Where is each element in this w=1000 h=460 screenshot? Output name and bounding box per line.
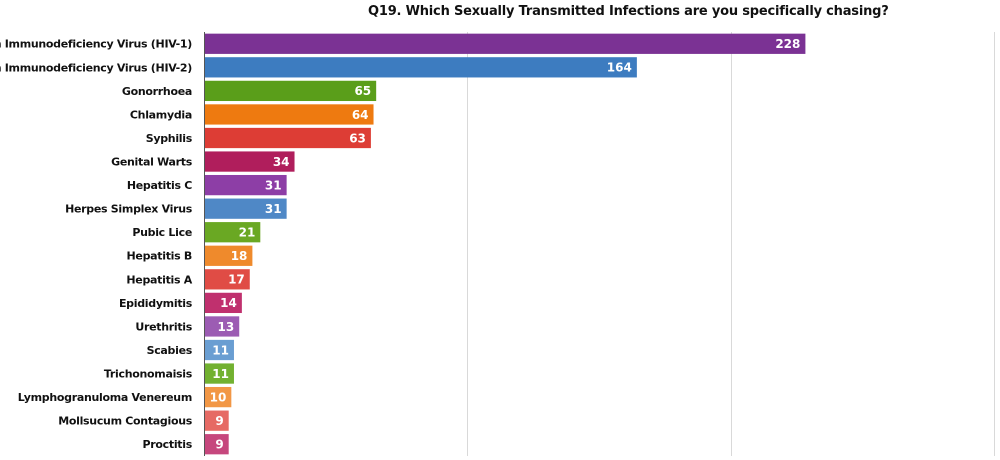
data-label: 63	[349, 131, 366, 145]
category-label: Genital Warts	[111, 156, 193, 169]
bar	[205, 434, 229, 455]
category-label: Trichonomaisis	[104, 368, 193, 381]
category-label: Hepatitis B	[127, 250, 192, 263]
category-label: Epididymitis	[119, 297, 193, 310]
data-label: 9	[215, 414, 223, 428]
data-label: 31	[265, 202, 282, 216]
category-label: Hepatitis C	[127, 179, 192, 192]
data-label: 11	[212, 343, 229, 357]
category-label: Urethritis	[135, 320, 192, 333]
bar	[205, 269, 250, 290]
data-label: 10	[210, 390, 227, 404]
category-label: Gonorrhoea	[122, 85, 192, 98]
bar	[205, 174, 287, 196]
bar	[205, 386, 232, 408]
data-label: 64	[352, 108, 369, 122]
category-label: Herpes Simplex Virus	[65, 203, 193, 216]
data-label: 17	[228, 273, 245, 287]
bar	[205, 151, 295, 172]
data-label: 65	[354, 84, 371, 98]
chart-title: Q19. Which Sexually Transmitted Infectio…	[368, 4, 889, 19]
bar	[205, 104, 374, 125]
category-label: Mollsucum Contagious	[58, 415, 193, 428]
data-label: 14	[220, 296, 237, 310]
bar	[205, 198, 287, 219]
category-label: Scabies	[147, 344, 193, 357]
category-label: Human Immunodeficiency Virus (HIV-2)	[0, 61, 192, 74]
category-label: Proctitis	[143, 438, 193, 451]
bar	[205, 222, 261, 243]
bar	[205, 127, 371, 149]
category-label: Syphilis	[146, 132, 193, 145]
category-label: Human Immunodeficiency Virus (HIV-1)	[0, 38, 192, 51]
data-label: 228	[775, 37, 800, 51]
bar	[205, 292, 242, 314]
bar	[205, 363, 234, 384]
bar	[205, 80, 377, 102]
category-label: Hepatitis A	[126, 273, 192, 286]
data-label: 34	[273, 155, 290, 169]
data-label: 31	[265, 178, 282, 192]
bar	[205, 410, 229, 431]
bar	[205, 339, 234, 361]
bar-layer	[205, 33, 806, 455]
data-label: 21	[239, 226, 256, 240]
category-label: Chlamydia	[130, 108, 192, 121]
data-label: 9	[215, 438, 223, 452]
data-label: 11	[212, 367, 229, 381]
data-label: 18	[231, 249, 248, 263]
category-label: Lymphogranuloma Venereum	[18, 391, 192, 404]
data-label: 164	[607, 61, 632, 75]
bar	[205, 57, 637, 78]
grid-layer	[204, 32, 995, 456]
bar	[205, 33, 806, 54]
bar	[205, 316, 240, 337]
label-layer: 228 Human Immunodeficiency Virus (HIV-1) 1…	[0, 37, 800, 451]
data-label: 13	[218, 320, 235, 334]
bar	[205, 245, 253, 266]
category-label: Pubic Lice	[132, 226, 192, 239]
